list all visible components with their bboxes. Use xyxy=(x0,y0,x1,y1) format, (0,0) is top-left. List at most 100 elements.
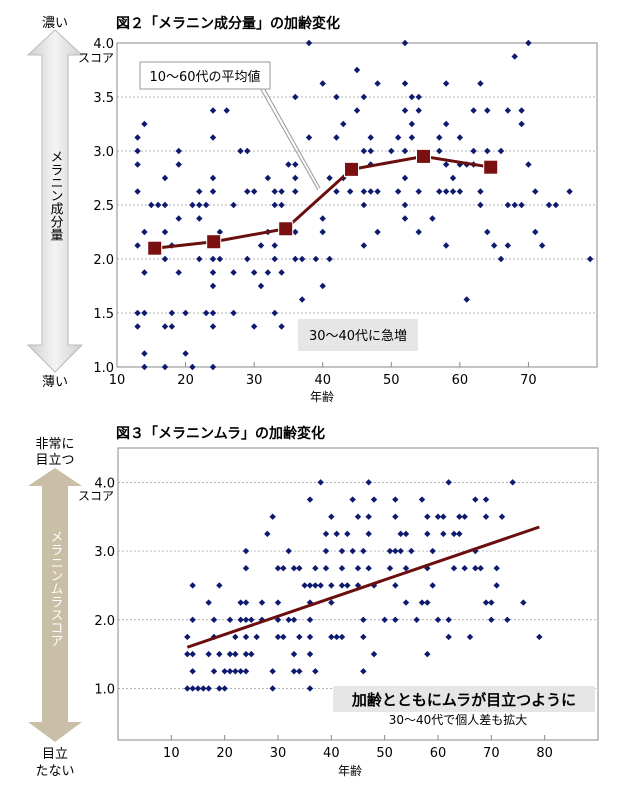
data-point xyxy=(184,650,191,658)
data-point xyxy=(328,633,335,641)
data-point xyxy=(312,582,319,589)
data-point xyxy=(274,599,282,606)
data-point xyxy=(525,39,532,47)
data-point xyxy=(367,134,374,141)
data-point xyxy=(269,685,276,692)
data-point xyxy=(196,215,203,222)
data-point xyxy=(134,134,141,141)
data-point xyxy=(271,201,278,209)
chart2-xlabel: 年齢 xyxy=(338,763,362,778)
data-point xyxy=(209,363,217,371)
data-point xyxy=(296,633,303,641)
x-tick-label: 10 xyxy=(163,746,180,761)
data-point xyxy=(317,582,324,589)
data-point xyxy=(202,201,210,209)
data-point xyxy=(319,282,326,290)
data-point xyxy=(442,161,450,168)
data-point xyxy=(401,174,409,182)
data-point xyxy=(518,201,525,209)
data-point xyxy=(161,228,169,236)
data-point xyxy=(271,255,278,263)
chart1-y-top-label: 濃い xyxy=(42,16,68,31)
data-point xyxy=(360,201,368,209)
data-point xyxy=(466,633,474,641)
data-point xyxy=(456,513,463,520)
data-point xyxy=(210,668,218,675)
data-point xyxy=(470,147,477,155)
data-point xyxy=(182,309,189,317)
data-point xyxy=(536,633,543,641)
data-point xyxy=(306,496,314,503)
plot-frame xyxy=(116,42,598,368)
data-point xyxy=(322,530,330,538)
data-point xyxy=(242,616,250,623)
data-point xyxy=(250,269,258,276)
data-point xyxy=(349,496,356,503)
data-point xyxy=(189,685,196,692)
data-point xyxy=(184,633,191,641)
data-point xyxy=(209,107,217,114)
data-point xyxy=(209,282,217,290)
data-point xyxy=(472,496,479,503)
data-point xyxy=(209,309,217,317)
data-point xyxy=(397,530,404,538)
x-tick-label: 60 xyxy=(452,373,469,388)
data-point xyxy=(344,582,351,589)
data-point xyxy=(504,616,511,623)
data-point xyxy=(248,650,255,658)
data-point xyxy=(285,616,292,623)
y-tick-label: 1.0 xyxy=(93,361,114,376)
data-point xyxy=(175,161,182,168)
data-point xyxy=(205,685,212,692)
data-point xyxy=(161,363,169,371)
data-point xyxy=(401,80,409,87)
data-point xyxy=(244,255,251,263)
mean-marker xyxy=(147,240,163,256)
data-point xyxy=(520,599,527,606)
data-point xyxy=(232,668,239,675)
data-point xyxy=(493,565,500,572)
chart1-annotation: 30～40代に急増 xyxy=(309,329,407,344)
data-point xyxy=(545,201,553,209)
data-point xyxy=(292,93,299,101)
data-point xyxy=(442,120,450,128)
chart1-title: 図２「メラニン成分量」の加齢変化 xyxy=(116,15,340,32)
data-point xyxy=(322,547,330,555)
data-point xyxy=(386,565,394,572)
data-point xyxy=(134,147,141,155)
data-point xyxy=(175,269,182,276)
data-point xyxy=(290,650,298,658)
data-point xyxy=(346,188,354,195)
data-point xyxy=(418,496,426,503)
y-tick-label: 3.0 xyxy=(93,145,114,160)
data-point xyxy=(360,242,368,249)
data-point xyxy=(328,582,335,589)
data-point xyxy=(209,174,217,182)
data-point xyxy=(365,530,372,538)
x-tick-label: 30 xyxy=(270,746,287,761)
data-point xyxy=(141,350,148,357)
data-point xyxy=(248,616,255,623)
data-point xyxy=(360,547,367,555)
data-point xyxy=(269,668,276,675)
mean-line xyxy=(154,154,491,250)
data-point xyxy=(232,650,239,658)
y-tick-label: 1.5 xyxy=(93,307,114,322)
data-point xyxy=(322,565,330,572)
data-point xyxy=(242,633,250,641)
data-point xyxy=(333,188,340,195)
data-point xyxy=(250,323,258,330)
data-point xyxy=(168,309,176,317)
y-tick-label: 3.5 xyxy=(93,91,114,106)
mean-marker xyxy=(344,161,360,177)
data-point xyxy=(216,228,224,236)
data-point xyxy=(326,255,333,263)
data-point xyxy=(381,616,388,623)
data-point xyxy=(461,565,468,572)
data-point xyxy=(504,242,512,249)
data-point xyxy=(360,668,367,675)
data-point xyxy=(394,188,402,195)
data-point xyxy=(424,513,431,520)
data-point xyxy=(226,650,234,658)
